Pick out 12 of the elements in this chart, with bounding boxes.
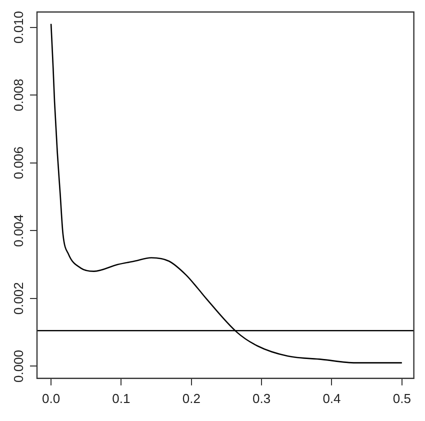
x-tick-label: 0.1 [112,390,130,406]
x-tick-label: 0.5 [392,390,411,406]
y-tick-label: 0.010 [11,10,26,44]
x-tick-label: 0.0 [42,390,60,406]
x-tick-label: 0.4 [322,390,341,406]
x-tick-label: 0.2 [182,390,200,406]
y-tick-label: 0.004 [11,214,26,247]
y-tick-label: 0.006 [11,146,26,180]
y-tick-label: 0.002 [11,282,26,315]
x-tick-label: 0.3 [252,390,271,406]
y-tick-label: 0.000 [11,350,26,382]
y-tick-label: 0.008 [11,78,26,112]
